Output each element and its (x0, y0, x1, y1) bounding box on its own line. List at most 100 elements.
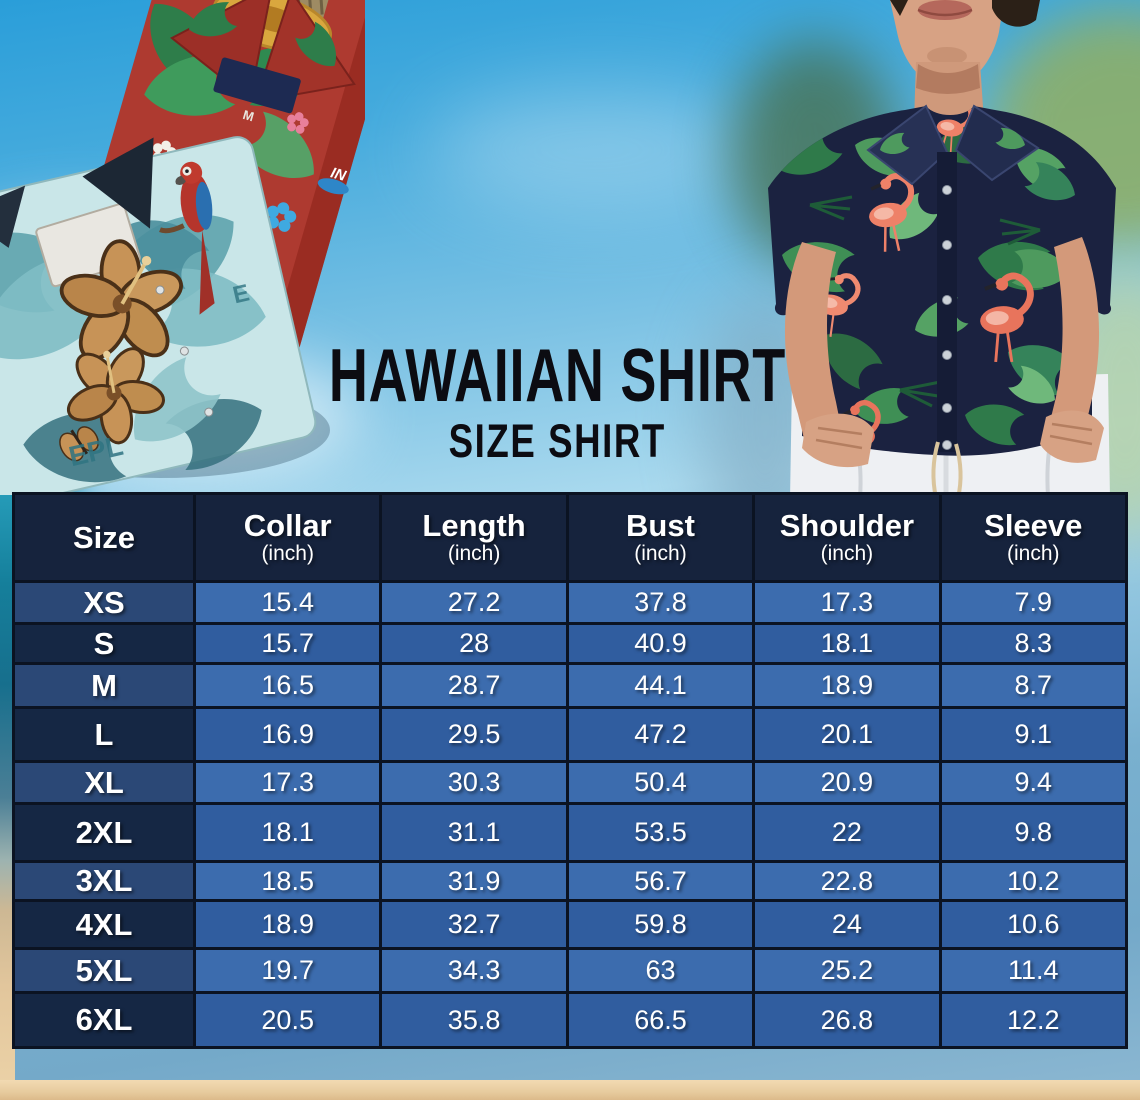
value-cell: 28 (379, 622, 569, 665)
column-header: Length (inch) (379, 492, 569, 583)
value-cell: 26.8 (752, 991, 942, 1049)
beach-left-edge (0, 470, 15, 1100)
value-cell: 22.8 (752, 860, 942, 902)
table-row: XS 15.4 27.2 37.8 17.3 7.9 (12, 580, 1129, 625)
value-cell: 7.9 (938, 580, 1129, 625)
value-cell: 10.2 (938, 860, 1129, 902)
value-cell: 32.7 (379, 899, 569, 950)
value-cell: 10.6 (938, 899, 1129, 950)
table-row: 4XL 18.9 32.7 59.8 24 10.6 (12, 899, 1129, 950)
lips (918, 0, 972, 20)
value-cell: 8.3 (938, 622, 1129, 665)
poster-subtitle: SIZE SHIRT (448, 414, 666, 467)
column-header-label: Sleeve (984, 507, 1083, 543)
value-cell: 15.4 (192, 580, 383, 625)
teal-folded-shirt: EPL E (0, 136, 317, 495)
size-cell: 3XL (12, 860, 196, 902)
svg-text:IN: IN (329, 164, 349, 185)
sleeve-logo-patch: IN (317, 164, 349, 195)
value-cell: 20.9 (752, 760, 942, 805)
value-cell: 9.8 (938, 802, 1129, 863)
value-cell: 47.2 (565, 706, 756, 763)
value-cell: 35.8 (379, 991, 569, 1049)
column-header-label: Length (422, 507, 526, 543)
value-cell: 18.5 (192, 860, 383, 902)
value-cell: 24 (752, 899, 942, 950)
value-cell: 18.1 (192, 802, 383, 863)
value-cell: 8.7 (938, 662, 1129, 709)
value-cell: 29.5 (379, 706, 569, 763)
hair (992, 0, 1040, 27)
cloud-blur (430, 90, 760, 210)
column-header-unit: (inch) (447, 542, 501, 566)
size-cell: L (12, 706, 196, 763)
value-cell: 63 (565, 947, 756, 994)
value-cell: 30.3 (379, 760, 569, 805)
table-row: 5XL 19.7 34.3 63 25.2 11.4 (12, 947, 1129, 994)
column-header-unit: (inch) (261, 542, 314, 566)
column-header-unit: (inch) (1007, 542, 1060, 566)
table-row: L 16.9 29.5 47.2 20.1 9.1 (12, 706, 1129, 763)
value-cell: 37.8 (565, 580, 756, 625)
column-header: Collar (inch) (192, 492, 383, 583)
table-row: 3XL 18.5 31.9 56.7 22.8 10.2 (12, 860, 1129, 902)
header-row: Size Collar (inch) Length (inch) Bust (inch) S… (12, 492, 1129, 583)
table-row: 6XL 20.5 35.8 66.5 26.8 12.2 (12, 991, 1129, 1049)
column-header-unit: (inch) (634, 542, 687, 566)
value-cell: 28.7 (379, 662, 569, 709)
table-row: XL 17.3 30.3 50.4 20.9 9.4 (12, 760, 1129, 805)
value-cell: 9.1 (938, 706, 1129, 763)
value-cell: 66.5 (565, 991, 756, 1049)
value-cell: 17.3 (752, 580, 942, 625)
table-row: S 15.7 28 40.9 18.1 8.3 (12, 622, 1129, 665)
value-cell: 20.1 (752, 706, 942, 763)
value-cell: 18.9 (192, 899, 383, 950)
value-cell: 9.4 (938, 760, 1129, 805)
column-header-unit: (inch) (820, 542, 874, 566)
value-cell: 15.7 (192, 622, 383, 665)
value-cell: 20.5 (192, 991, 383, 1049)
size-cell: XL (12, 760, 196, 805)
sand-bottom-edge (0, 1080, 1140, 1100)
shirt-size-tag: M (241, 107, 256, 124)
poster-title-block: HAWAIIAN SHIRT SIZE SHIRT (0, 338, 1114, 467)
value-cell: 31.1 (379, 802, 569, 863)
flamingo-shirt (768, 104, 1116, 456)
column-header: Sleeve (inch) (938, 492, 1129, 583)
value-cell: 22 (752, 802, 942, 863)
shirt-buttons (942, 185, 952, 450)
value-cell: 11.4 (938, 947, 1129, 994)
parrot-print (159, 161, 215, 315)
value-cell: 17.3 (192, 760, 383, 805)
value-cell: 59.8 (565, 899, 756, 950)
arms (784, 237, 1104, 468)
column-header-label: Bust (626, 507, 695, 543)
size-cell: 2XL (12, 802, 196, 863)
column-header-label: Shoulder (779, 507, 915, 543)
value-cell: 40.9 (565, 622, 756, 665)
value-cell: 16.9 (192, 706, 383, 763)
table-row: M 16.5 28.7 44.1 18.9 8.7 (12, 662, 1129, 709)
column-header: Bust (inch) (565, 492, 756, 583)
column-header-size: Size (12, 492, 196, 583)
size-cell: 5XL (12, 947, 196, 994)
size-cell: XS (12, 580, 196, 625)
value-cell: 31.9 (379, 860, 569, 902)
value-cell: 56.7 (565, 860, 756, 902)
fern-fronds (809, 195, 1041, 408)
table-row: 2XL 18.1 31.1 53.5 22 9.8 (12, 802, 1129, 863)
size-cell: S (12, 622, 196, 665)
value-cell: 27.2 (379, 580, 569, 625)
value-cell: 53.5 (565, 802, 756, 863)
column-header: Shoulder (inch) (752, 492, 942, 583)
value-cell: 34.3 (379, 947, 569, 994)
size-cell: M (12, 662, 196, 709)
value-cell: 25.2 (752, 947, 942, 994)
size-chart-table: Size Collar (inch) Length (inch) Bust (inch) S… (12, 492, 1129, 1049)
value-cell: 18.1 (752, 622, 942, 665)
size-cell: 4XL (12, 899, 196, 950)
value-cell: 50.4 (565, 760, 756, 805)
model-wearing-hawaiian-shirt-photo (768, 0, 1116, 500)
column-header-label: Collar (243, 507, 332, 543)
value-cell: 16.5 (192, 662, 383, 709)
